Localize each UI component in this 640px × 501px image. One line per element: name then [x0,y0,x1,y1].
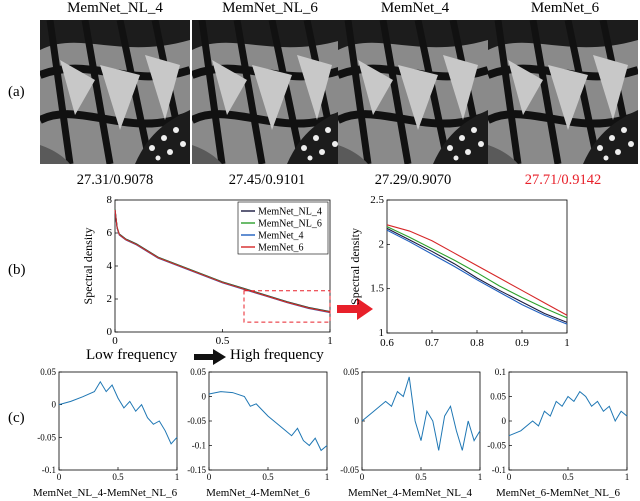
zoom-region [243,290,331,323]
x-tick-label: 1 [175,472,180,482]
y-tick-label: 2 [107,293,113,305]
series-line [386,227,568,323]
difference-chart-nl4-nl6: 0 0.5 1 -0.1 -0.05 0 0.05 [37,368,180,482]
legend-label: MemNet_4 [258,231,304,242]
x-tick-label: 1 [625,472,630,482]
x-tick-label: 0.9 [515,337,529,349]
y-tick-label: 2 [379,238,385,250]
y-tick-label: 0.05 [40,368,56,377]
series-line [386,224,568,316]
row-label-b: (b) [8,262,26,278]
image-memnet-nl-6 [192,20,342,164]
metric-memnet-6: 27.71/0.9142 [524,172,602,188]
x-tick-label: 1 [478,472,483,482]
difference-chart-4-6: 0 0.5 1 -0.15 -0.1 -0.05 0 0.05 [187,368,330,482]
x-tick-label: 1 [325,472,330,482]
y-tick-label: 8 [107,194,113,206]
plot-frame [508,371,628,471]
y-tick-label: 0 [502,416,507,426]
image-memnet-6 [488,20,638,164]
metric-memnet-4: 27.29/0.9070 [374,172,452,188]
y-tick-label: 0.05 [190,368,206,377]
low-frequency-label: Low frequency [86,347,178,363]
row-label-a: (a) [8,84,25,100]
x-tick-label: 0 [112,335,118,347]
frequency-arrow-icon [194,349,226,365]
legend-label: MemNet_NL_6 [258,219,322,230]
zoom-arrow [337,298,373,320]
difference-line [208,391,328,452]
y-tick-label: 0.1 [495,368,506,377]
y-tick-label: -0.15 [187,465,206,475]
column-title-memnet-nl-6: MemNet_NL_6 [222,0,318,16]
difference-line [361,376,481,451]
series-line [386,229,568,325]
caption-nl4-nl6: MemNet_NL_4-MemNet_NL_6 [32,487,178,499]
x-tick-label: 0 [360,472,365,482]
caption-4-6: MemNet_4-MemNet_6 [206,487,310,499]
metric-memnet-nl-6: 27.45/0.9101 [228,172,306,188]
high-frequency-label: High frequency [230,347,324,363]
x-tick-label: 0.8 [470,337,484,349]
y-tick-label: -0.05 [187,416,206,426]
y-tick-label: 0.05 [343,368,359,377]
y-tick-label: 4 [107,260,113,272]
x-tick-label: 0 [507,472,512,482]
x-tick-label: 0.5 [262,472,274,482]
x-tick-label: 0.6 [380,337,394,349]
y-tick-label: -0.05 [37,432,56,442]
x-tick-label: 0.5 [112,472,124,482]
difference-chart-6-nl6: 0 0.5 1 -0.1 -0.05 0 0.05 0.1 [487,368,630,482]
x-tick-label: 0.5 [216,335,230,347]
x-tick-label: 0.7 [425,337,439,349]
column-title-memnet-nl-4: MemNet_NL_4 [67,0,163,16]
legend-label: MemNet_6 [258,243,304,254]
y-tick-label: -0.1 [492,465,506,475]
x-tick-label: 1 [564,337,570,349]
plot-frame [208,371,328,471]
series-line [114,209,331,313]
y-tick-label: 1 [379,327,385,339]
caption-4-nl4: MemNet_4-MemNet_NL_4 [347,487,473,499]
y-tick-label: 0 [202,392,207,402]
y-tick-label: 0 [107,326,113,338]
x-tick-label: 0.5 [562,472,574,482]
x-tick-label: 0 [57,472,62,482]
image-memnet-4 [338,20,488,164]
legend-label: MemNet_NL_4 [258,207,322,218]
y-tick-label: 2.5 [370,194,384,206]
y-tick-label: 0 [52,400,57,410]
y-axis-label: Spectral density [81,228,95,305]
x-tick-label: 0 [207,472,212,482]
column-title-memnet-6: MemNet_6 [530,0,600,16]
y-tick-label: -0.1 [42,465,56,475]
difference-line [58,380,178,445]
zoom-arrow-shape [337,298,373,320]
x-tick-label: 1 [327,335,333,347]
y-tick-label: 0 [355,416,360,426]
y-tick-label: -0.1 [192,441,206,451]
row-label-c: (c) [8,410,25,426]
x-tick-label: 0.5 [415,472,427,482]
image-memnet-nl-4 [40,20,190,164]
y-tick-label: 0.05 [490,392,506,402]
series-line [386,226,568,319]
y-axis-label: Spectral density [348,228,362,305]
y-tick-label: -0.05 [487,441,506,451]
plot-frame [361,371,481,471]
y-tick-label: -0.05 [340,465,359,475]
caption-6-nl6: MemNet_6-MemNet_NL_6 [495,487,621,499]
y-tick-label: 6 [107,227,113,239]
spectral-density-zoom-chart: 0.6 0.7 0.8 0.9 1 1 1.5 2 2.5 Spectral density [348,194,570,349]
column-title-memnet-4: MemNet_4 [380,0,450,16]
y-tick-label: 1.5 [370,283,384,295]
difference-line [508,390,628,437]
metric-memnet-nl-4: 27.31/0.9078 [76,172,154,188]
